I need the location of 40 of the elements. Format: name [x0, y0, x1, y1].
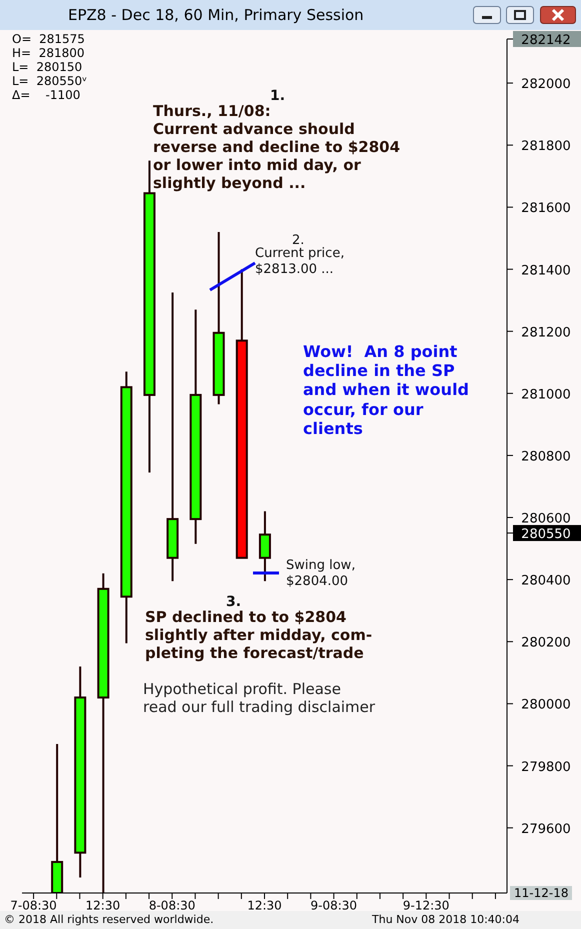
x-tick-label: 12:30 [247, 898, 282, 913]
y-tick-label: 281600 [521, 201, 571, 216]
y-tick-label: 282142 [521, 33, 571, 48]
text: 11-12-18 [514, 886, 568, 900]
candlestick [258, 510, 271, 582]
annotation: Δ= -1100 [12, 88, 80, 102]
annotation: O= 281575 [12, 32, 85, 46]
y-tick-label: 280550 [521, 527, 571, 542]
chart-title: EPZ8 - Dec 18, 60 Min, Primary Session [68, 6, 364, 24]
text: Thu Nov 08 2018 10:40:04 [372, 913, 520, 926]
y-tick-label: 279600 [521, 822, 571, 837]
annotation: L= 280150 [12, 60, 82, 74]
y-tick-label: 280600 [521, 512, 571, 527]
y-tick-label: 282000 [521, 77, 571, 92]
annotation: Thurs., 11/08: Current advance should reverse and decline to $2804 or lower into mid day, or slightly beyond ... [153, 102, 400, 192]
y-tick-label: 281000 [521, 387, 571, 402]
annotation: Current price, $2813.00 ... [255, 246, 344, 278]
y-tick-label: 281200 [521, 325, 571, 340]
y-tick-label: 279800 [521, 760, 571, 775]
annotation: 2. [292, 233, 304, 248]
annotation: Wow! An 8 point decline in the SP and when it would occur, for our clients [303, 342, 469, 438]
annotation: 3. [226, 594, 242, 610]
x-tick-label: 9-08:30 [310, 898, 358, 913]
annotation: H= 281800 [12, 46, 85, 60]
x-tick-label: 8-08:30 [148, 898, 196, 913]
x-tick-label: 7-08:30 [10, 898, 57, 913]
text: © 2018 All rights reserved worldwide. [4, 913, 214, 926]
y-tick-label: 280200 [521, 636, 571, 651]
x-tick-label: 12:30 [86, 898, 120, 913]
y-tick-label: 281400 [521, 263, 571, 278]
annotation: L= 280550ᵛ [12, 74, 88, 88]
x-tick-label: 9-12:30 [402, 898, 450, 913]
y-tick-label: 280400 [521, 574, 571, 589]
annotation: 1. [270, 88, 286, 105]
annotation: Hypothetical profit. Please read our full trading disclaimer [143, 680, 376, 716]
y-tick-label: 280800 [521, 449, 571, 464]
y-tick-label: 280000 [521, 698, 571, 713]
y-tick-label: 281800 [521, 139, 571, 154]
annotation: SP declined to to $2804 slightly after midday, com- pleting the forecast/trade [145, 608, 372, 662]
annotation: Swing low, $2804.00 [286, 558, 356, 590]
